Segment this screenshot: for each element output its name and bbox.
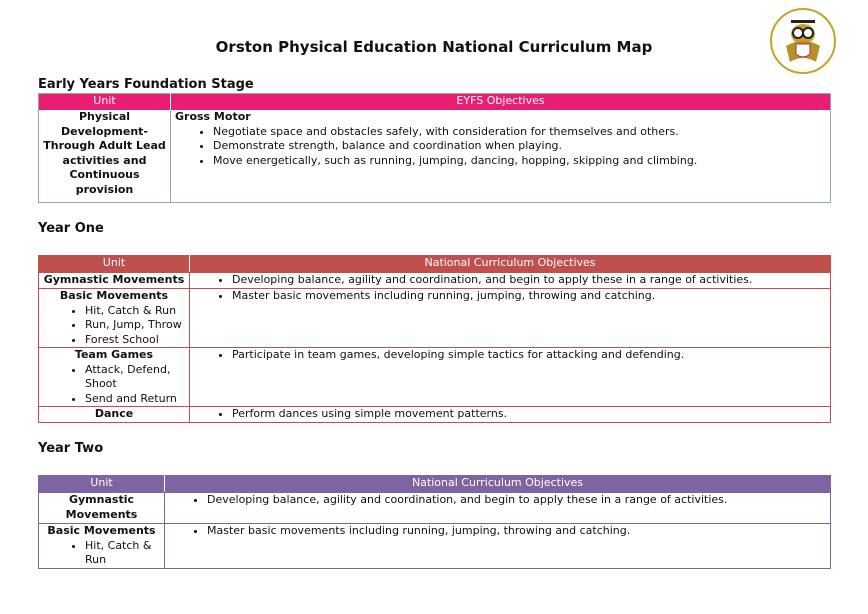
objective: Perform dances using simple movement pat… <box>232 407 826 422</box>
objective: Demonstrate strength, balance and coordi… <box>213 139 826 154</box>
objective: Developing balance, agility and coordina… <box>232 273 826 288</box>
owl-school-crest-icon <box>786 20 820 62</box>
table-row: Dance Perform dances using simple movemen… <box>38 406 831 423</box>
sub-unit: Attack, Defend, Shoot <box>85 363 185 392</box>
year-one-table: Unit National Curriculum Objectives Gymnas… <box>38 255 831 423</box>
col-unit: Unit <box>38 93 171 110</box>
objective: Participate in team games, developing si… <box>232 348 826 363</box>
table-row: Team Games Attack, Defend, ShootSend and … <box>38 347 831 407</box>
table-row: Basic Movements Hit, Catch & Run Master ba… <box>38 523 831 569</box>
unit-name: Gymnastic Movements <box>43 273 185 286</box>
table-row: Gymnastic Movements Developing balance, a… <box>38 492 831 524</box>
col-unit: Unit <box>38 475 165 493</box>
col-objectives: EYFS Objectives <box>456 94 545 107</box>
objective: Move energetically, such as running, jum… <box>213 154 826 169</box>
objective: Developing balance, agility and coordina… <box>207 493 826 508</box>
col-objectives: National Curriculum Objectives <box>189 255 831 273</box>
col-unit: Unit <box>38 255 190 273</box>
objectives-cell: Gross Motor Negotiate space and obstacle… <box>171 110 831 202</box>
unit-name: Basic Movements <box>47 524 156 537</box>
sub-unit: Forest School <box>85 333 185 348</box>
unit-name: Gymnastic Movements <box>65 493 138 521</box>
objective: Master basic movements including running… <box>232 289 826 304</box>
unit-cell: Physical Development- Through Adult Lead… <box>38 110 171 202</box>
objective: Negotiate space and obstacles safely, wi… <box>213 125 826 140</box>
sub-unit: Hit, Catch & Run <box>85 304 185 319</box>
sub-unit: Hit, Catch & Run <box>85 539 160 568</box>
year-two-heading: Year Two <box>38 441 104 456</box>
objective: Master basic movements including running… <box>207 524 826 539</box>
col-objectives: National Curriculum Objectives <box>164 475 831 493</box>
eyfs-table: Unit EYFS Objectives Physical Development… <box>38 93 831 203</box>
sub-unit: Send and Return <box>85 392 185 407</box>
unit-name: Dance <box>94 407 134 420</box>
year-two-table: Unit National Curriculum Objectives Gymnas… <box>38 475 831 569</box>
school-logo <box>770 8 836 74</box>
table-row: Gymnastic Movements Developing balance, a… <box>38 272 831 289</box>
year-one-heading: Year One <box>38 221 104 236</box>
eyfs-heading: Early Years Foundation Stage <box>38 77 254 92</box>
unit-name: Team Games <box>74 348 154 361</box>
table-row: Basic Movements Hit, Catch & RunRun, Jump… <box>38 288 831 348</box>
subheading: Gross Motor <box>175 110 251 123</box>
unit-name: Basic Movements <box>59 289 169 302</box>
sub-unit: Run, Jump, Throw <box>85 318 185 333</box>
page-title: Orston Physical Education National Curri… <box>215 38 653 56</box>
